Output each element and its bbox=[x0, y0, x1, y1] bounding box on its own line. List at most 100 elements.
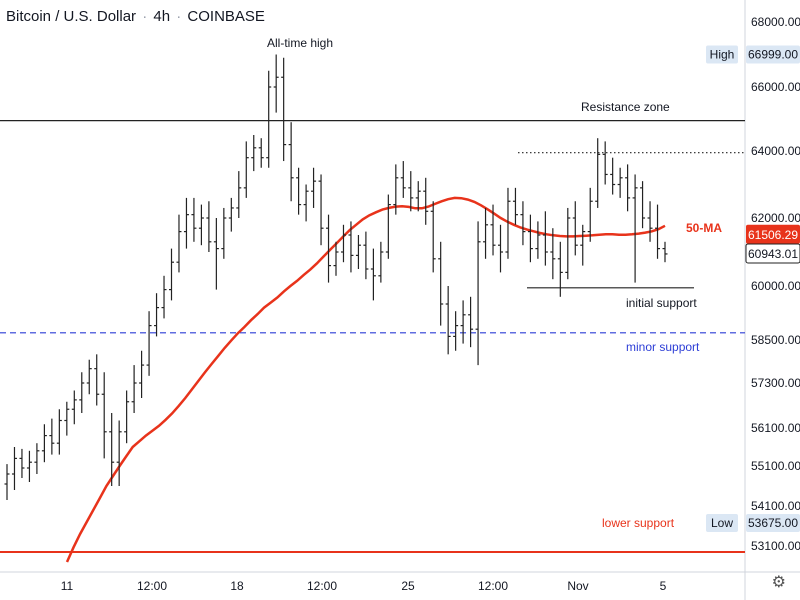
x-tick-label: 12:00 bbox=[307, 579, 337, 593]
candle bbox=[475, 221, 481, 366]
candle bbox=[11, 447, 17, 490]
candle bbox=[154, 293, 160, 337]
candle bbox=[370, 248, 376, 301]
y-tick-label: 58500.00 bbox=[751, 333, 800, 347]
candle bbox=[191, 197, 197, 242]
lower-support-label: lower support bbox=[602, 516, 675, 530]
candle bbox=[505, 187, 511, 259]
y-tick-label: 64000.00 bbox=[751, 144, 800, 158]
candle bbox=[101, 372, 107, 459]
candle bbox=[400, 161, 406, 198]
candle bbox=[273, 54, 279, 113]
y-tick-label: 68000.00 bbox=[751, 15, 800, 29]
candle bbox=[146, 311, 152, 376]
x-tick-label: 25 bbox=[401, 579, 415, 593]
candle bbox=[243, 141, 249, 198]
candle bbox=[625, 164, 631, 212]
candle bbox=[213, 218, 219, 290]
x-tick-label: Nov bbox=[567, 579, 588, 593]
gear-icon[interactable]: ⚙ bbox=[771, 574, 786, 591]
candle bbox=[662, 241, 668, 263]
candle bbox=[56, 409, 62, 455]
candle bbox=[498, 224, 503, 273]
y-tick-label: 54100.00 bbox=[751, 499, 800, 513]
candle bbox=[161, 275, 167, 319]
candle bbox=[266, 70, 272, 168]
candle bbox=[423, 177, 429, 225]
candle bbox=[438, 241, 444, 326]
candle bbox=[602, 141, 608, 185]
low-label-box: Low bbox=[706, 514, 738, 532]
candle bbox=[340, 224, 346, 263]
svg-text:60943.01: 60943.01 bbox=[748, 247, 798, 261]
candle bbox=[468, 296, 474, 348]
y-tick-label: 56100.00 bbox=[751, 421, 800, 435]
candle bbox=[258, 138, 264, 168]
candle bbox=[109, 413, 115, 486]
candle bbox=[326, 214, 332, 283]
all-time-high-label: All-time high bbox=[267, 36, 333, 50]
candle bbox=[206, 201, 212, 252]
candle bbox=[94, 354, 100, 406]
candle bbox=[49, 418, 55, 455]
svg-text:61506.29: 61506.29 bbox=[748, 228, 798, 242]
high-label-box: High bbox=[706, 45, 738, 64]
candle bbox=[572, 201, 578, 256]
candle bbox=[430, 201, 436, 273]
x-tick-label: 11 bbox=[61, 579, 74, 593]
candle bbox=[303, 184, 309, 222]
candle bbox=[565, 207, 571, 280]
candle bbox=[236, 171, 242, 218]
svg-text:Low: Low bbox=[711, 516, 733, 530]
candle bbox=[647, 201, 653, 242]
resistance-zone-label: Resistance zone bbox=[581, 100, 670, 114]
candle bbox=[34, 443, 40, 474]
candle bbox=[116, 420, 122, 486]
ma-value-box: 61506.29 bbox=[746, 224, 800, 244]
candle bbox=[86, 359, 92, 395]
candle bbox=[355, 235, 361, 269]
candle bbox=[64, 401, 70, 436]
ma-line[interactable] bbox=[65, 196, 666, 563]
candle bbox=[535, 221, 541, 259]
candle bbox=[169, 248, 174, 301]
candle bbox=[311, 167, 317, 208]
candle bbox=[41, 424, 47, 463]
candle bbox=[79, 372, 85, 413]
low-value-box: 53675.00 bbox=[746, 514, 800, 532]
candle bbox=[408, 171, 414, 212]
y-tick-label: 57300.00 bbox=[751, 376, 800, 390]
candle bbox=[460, 300, 466, 344]
y-tick-label: 66000.00 bbox=[751, 80, 800, 94]
candle bbox=[385, 194, 391, 259]
candle bbox=[281, 57, 287, 162]
minor-support-label: minor support bbox=[626, 340, 700, 354]
candle bbox=[363, 231, 369, 280]
x-tick-label: 18 bbox=[230, 579, 244, 593]
candle bbox=[595, 138, 601, 208]
candle bbox=[4, 464, 10, 500]
candle bbox=[415, 181, 421, 212]
svg-text:66999.00: 66999.00 bbox=[748, 48, 798, 62]
candle bbox=[288, 122, 294, 202]
ma-label-label: 50-MA bbox=[686, 221, 722, 235]
candle bbox=[393, 164, 399, 215]
candle bbox=[483, 207, 489, 259]
candle bbox=[251, 135, 257, 172]
interval[interactable]: 4h bbox=[153, 8, 171, 25]
candle bbox=[221, 207, 227, 259]
candle bbox=[71, 390, 77, 425]
candle bbox=[640, 181, 646, 229]
candle bbox=[26, 450, 32, 482]
y-tick-label: 62000.00 bbox=[751, 211, 800, 225]
candle bbox=[378, 241, 384, 283]
candle bbox=[453, 311, 459, 351]
x-tick-label: 12:00 bbox=[478, 579, 508, 593]
candle bbox=[198, 204, 204, 246]
candle bbox=[183, 197, 189, 249]
candle bbox=[610, 157, 616, 195]
candle bbox=[632, 174, 638, 283]
high-value-box: 66999.00 bbox=[746, 45, 800, 64]
svg-text:High: High bbox=[710, 48, 735, 62]
